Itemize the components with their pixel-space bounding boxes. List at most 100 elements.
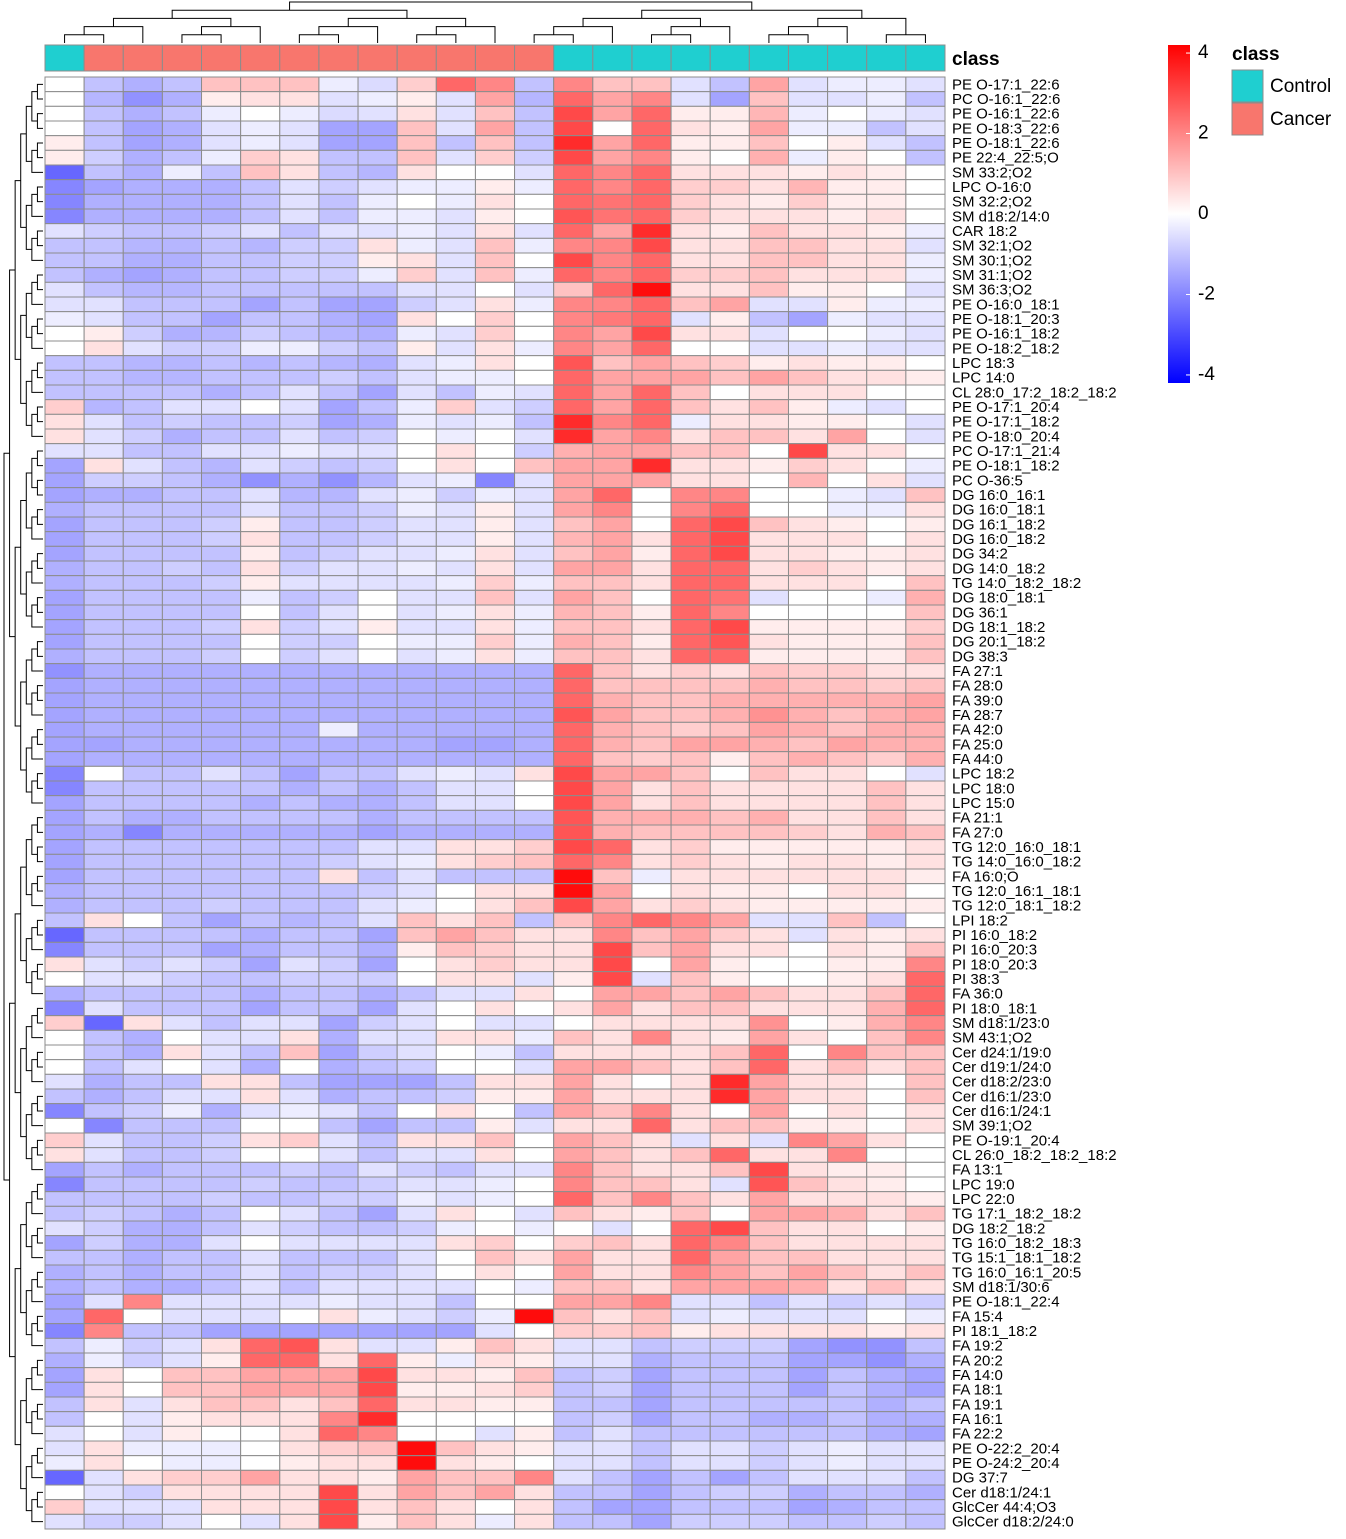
heatmap-cell: [122, 941, 163, 958]
heatmap-cell: [318, 589, 359, 606]
heatmap-cell: [748, 839, 789, 855]
heatmap-cell: [279, 692, 320, 709]
heatmap-cell: [240, 252, 281, 269]
heatmap-cell: [827, 971, 868, 987]
heatmap-cell: [905, 1059, 946, 1075]
heatmap-cell: [201, 223, 242, 239]
dendrogram-branch: [36, 1359, 43, 1376]
heatmap-cell: [709, 1161, 750, 1178]
heatmap-cell: [435, 1249, 476, 1266]
heatmap-cell: [44, 853, 85, 870]
heatmap-cell: [709, 1235, 750, 1251]
heatmap-cell: [553, 1000, 594, 1017]
heatmap-cell: [435, 457, 476, 474]
heatmap-cell: [631, 105, 672, 122]
heatmap-cell: [396, 91, 437, 107]
heatmap-cell: [122, 472, 163, 489]
heatmap-cell: [279, 1425, 320, 1442]
heatmap-cell: [514, 149, 555, 166]
heatmap-cell: [357, 340, 398, 357]
heatmap-cell: [240, 1425, 281, 1442]
heatmap-cell: [474, 1117, 516, 1134]
heatmap-cell: [631, 1235, 672, 1251]
heatmap-cell: [122, 912, 163, 929]
heatmap-cell: [357, 1249, 398, 1266]
heatmap-cell: [827, 1191, 868, 1207]
heatmap-cell: [905, 883, 946, 899]
heatmap-cell: [161, 457, 203, 474]
heatmap-cell: [514, 883, 555, 899]
dendrogram-branch: [25, 938, 32, 984]
heatmap-cell: [670, 721, 711, 738]
heatmap-cell: [748, 1205, 789, 1222]
heatmap-cell: [240, 1411, 281, 1427]
heatmap-cell: [748, 883, 789, 899]
row-label: LPC 18:2: [952, 766, 1015, 783]
heatmap-cell: [357, 927, 398, 943]
heatmap-cell: [44, 545, 85, 562]
heatmap-cell: [396, 369, 437, 386]
heatmap-cell: [866, 325, 907, 342]
heatmap-cell: [748, 589, 789, 606]
dendrogram-branch: [20, 681, 27, 771]
heatmap-cell: [866, 604, 907, 621]
heatmap-cell: [318, 1279, 359, 1295]
heatmap-cell: [240, 1513, 281, 1530]
heatmap-cell: [44, 809, 85, 826]
heatmap-cell: [240, 971, 281, 987]
dendrogram-branch: [25, 1202, 32, 1248]
heatmap-cell: [553, 1161, 594, 1178]
heatmap-cell: [161, 164, 203, 181]
heatmap-cell: [474, 604, 516, 621]
heatmap-cell: [866, 267, 907, 283]
annotation-cell: [474, 44, 516, 72]
heatmap-cell: [357, 1044, 398, 1061]
heatmap-cell: [709, 663, 750, 679]
heatmap-cell: [905, 164, 946, 181]
heatmap-cell: [866, 1352, 907, 1369]
heatmap-cell: [866, 531, 907, 547]
heatmap-cell: [44, 1088, 85, 1105]
heatmap-cell: [122, 868, 163, 885]
heatmap-cell: [631, 1499, 672, 1515]
heatmap-cell: [44, 1029, 85, 1046]
heatmap-cell: [709, 296, 750, 313]
heatmap-cell: [435, 472, 476, 489]
heatmap-cell: [514, 193, 555, 210]
heatmap-cell: [670, 809, 711, 826]
heatmap-cell: [201, 428, 242, 445]
heatmap-cell: [357, 384, 398, 401]
heatmap-cell: [435, 164, 476, 181]
heatmap-cell: [44, 692, 85, 709]
heatmap-cell: [553, 1264, 594, 1281]
heatmap-cell: [514, 1396, 555, 1413]
heatmap-cell: [514, 355, 555, 371]
heatmap-cell: [866, 76, 907, 93]
heatmap-cell: [905, 325, 946, 342]
heatmap-cell: [240, 1367, 281, 1383]
heatmap-cell: [787, 560, 829, 577]
heatmap-cell: [201, 413, 242, 430]
heatmap-cell: [905, 1484, 946, 1501]
dendrogram-branch: [31, 736, 43, 760]
heatmap-cell: [83, 531, 124, 547]
heatmap-cell: [787, 765, 829, 782]
heatmap-cell: [122, 237, 163, 254]
heatmap-cell: [748, 1367, 789, 1383]
heatmap-cell: [396, 1000, 437, 1017]
heatmap-cell: [474, 311, 516, 327]
heatmap-cell: [631, 487, 672, 503]
heatmap-cell: [866, 839, 907, 855]
heatmap-cell: [279, 1455, 320, 1471]
dendrogram-branch: [31, 648, 43, 672]
heatmap-cell: [514, 325, 555, 342]
heatmap-cell: [474, 575, 516, 591]
heatmap-cell: [318, 179, 359, 195]
heatmap-cell: [279, 325, 320, 342]
heatmap-cell: [592, 1000, 633, 1017]
heatmap-cell: [670, 868, 711, 885]
heatmap-cell: [435, 809, 476, 826]
heatmap-cell: [279, 1249, 320, 1266]
heatmap-cell: [396, 677, 437, 694]
dendrogram-branch: [36, 1491, 43, 1508]
